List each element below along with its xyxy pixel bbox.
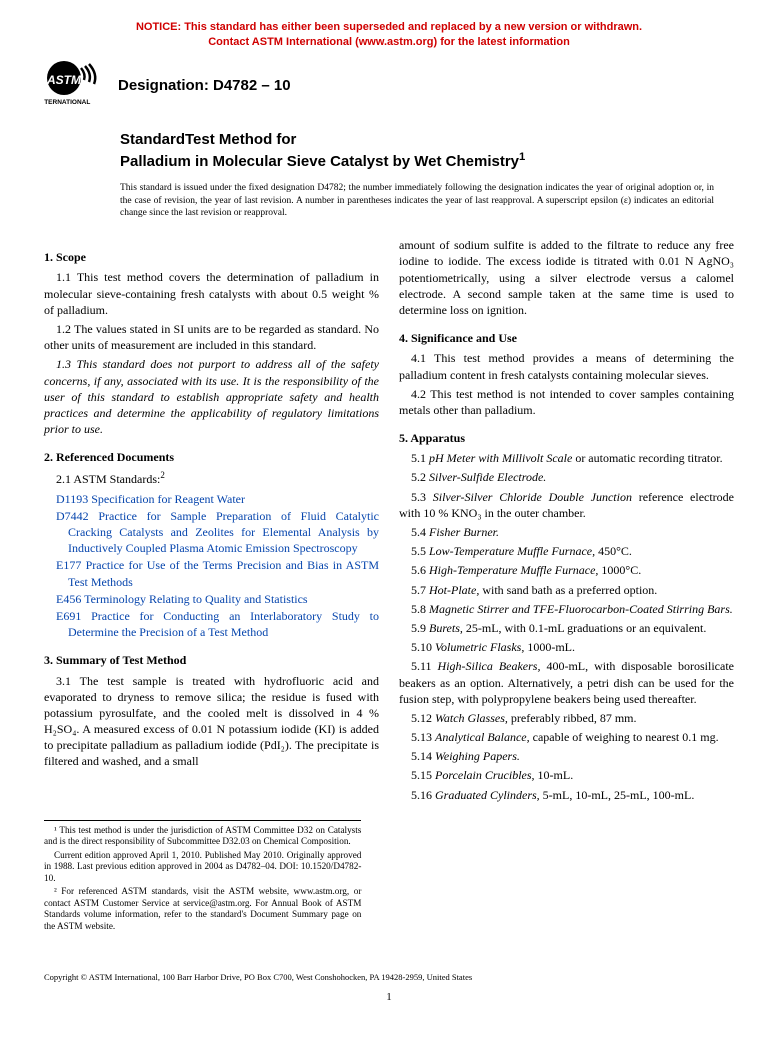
item-5-4: 5.4 Fisher Burner.	[399, 524, 734, 540]
notice-line1: NOTICE: This standard has either been su…	[136, 21, 642, 33]
issuance-note: This standard is issued under the fixed …	[120, 182, 714, 219]
item-5-1: 5.1 pH Meter with Millivolt Scale or aut…	[399, 450, 734, 466]
svg-text:ASTM: ASTM	[46, 73, 82, 87]
item-5-7: 5.7 Hot-Plate, with sand bath as a prefe…	[399, 582, 734, 598]
title-line1: StandardTest Method for	[120, 130, 734, 150]
item-5-10: 5.10 Volumetric Flasks, 1000-mL.	[399, 639, 734, 655]
section-4-heading: 4. Significance and Use	[399, 330, 734, 346]
item-5-5: 5.5 Low-Temperature Muffle Furnace, 450°…	[399, 543, 734, 559]
notice-line2: Contact ASTM International (www.astm.org…	[44, 35, 734, 50]
footnote-1: ¹ This test method is under the jurisdic…	[44, 825, 361, 848]
ref-e177[interactable]: E177 Practice for Use of the Terms Preci…	[44, 557, 379, 589]
header: ASTM INTERNATIONAL Designation: D4782 – …	[44, 60, 734, 112]
para-4-2: 4.2 This test method is not intended to …	[399, 386, 734, 418]
para-2-1: 2.1 ASTM Standards:2	[44, 469, 379, 487]
para-1-3: 1.3 This standard does not purport to ad…	[44, 356, 379, 437]
item-5-12: 5.12 Watch Glasses, preferably ribbed, 8…	[399, 710, 734, 726]
item-5-13: 5.13 Analytical Balance, capable of weig…	[399, 729, 734, 745]
section-3-heading: 3. Summary of Test Method	[44, 652, 379, 668]
footnote-1b: Current edition approved April 1, 2010. …	[44, 850, 361, 885]
item-5-11: 5.11 High-Silica Beakers, 400-mL, with d…	[399, 658, 734, 707]
para-3-1b: amount of sodium sulfite is added to the…	[399, 237, 734, 318]
footnotes: ¹ This test method is under the jurisdic…	[44, 820, 361, 933]
item-5-3: 5.3 Silver-Silver Chloride Double Juncti…	[399, 489, 734, 521]
ref-e691[interactable]: E691 Practice for Conducting an Interlab…	[44, 608, 379, 640]
section-1-heading: 1. Scope	[44, 249, 379, 265]
item-5-8: 5.8 Magnetic Stirrer and TFE-Fluorocarbo…	[399, 601, 734, 617]
item-5-6: 5.6 High-Temperature Muffle Furnace, 100…	[399, 562, 734, 578]
body-columns: 1. Scope 1.1 This test method covers the…	[44, 237, 734, 806]
item-5-2: 5.2 Silver-Sulfide Electrode.	[399, 469, 734, 485]
title-block: StandardTest Method for Palladium in Mol…	[120, 130, 734, 173]
title-line2: Palladium in Molecular Sieve Catalyst by…	[120, 150, 734, 172]
para-4-1: 4.1 This test method provides a means of…	[399, 350, 734, 382]
notice-banner: NOTICE: This standard has either been su…	[44, 20, 734, 50]
copyright: Copyright © ASTM International, 100 Barr…	[44, 972, 734, 983]
svg-text:INTERNATIONAL: INTERNATIONAL	[44, 99, 90, 106]
section-5-heading: 5. Apparatus	[399, 430, 734, 446]
page-number: 1	[44, 990, 734, 1005]
item-5-9: 5.9 Burets, 25-mL, with 0.1-mL graduatio…	[399, 620, 734, 636]
ref-e456[interactable]: E456 Terminology Relating to Quality and…	[44, 591, 379, 607]
ref-d1193[interactable]: D1193 Specification for Reagent Water	[44, 491, 379, 507]
para-3-1a: 3.1 The test sample is treated with hydr…	[44, 673, 379, 770]
item-5-14: 5.14 Weighing Papers.	[399, 748, 734, 764]
item-5-15: 5.15 Porcelain Crucibles, 10-mL.	[399, 767, 734, 783]
section-2-heading: 2. Referenced Documents	[44, 449, 379, 465]
footnote-2: ² For referenced ASTM standards, visit t…	[44, 886, 361, 932]
astm-logo: ASTM INTERNATIONAL	[44, 60, 108, 112]
para-1-2: 1.2 The values stated in SI units are to…	[44, 321, 379, 353]
designation: Designation: D4782 – 10	[118, 76, 291, 96]
item-5-16: 5.16 Graduated Cylinders, 5-mL, 10-mL, 2…	[399, 787, 734, 803]
ref-d7442[interactable]: D7442 Practice for Sample Preparation of…	[44, 508, 379, 557]
para-1-1: 1.1 This test method covers the determin…	[44, 269, 379, 318]
